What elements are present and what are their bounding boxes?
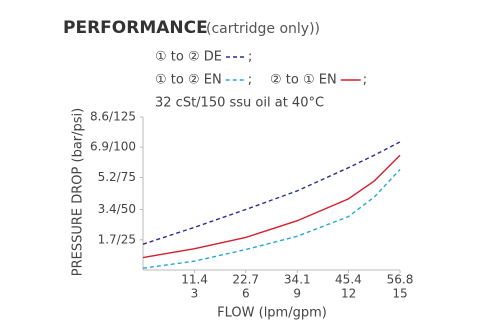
y-axis-title: PRESSURE DROP (bar/psi) [71,108,86,276]
x2-tick-label: 6 [242,287,250,301]
x2-tick-label: 12 [341,287,356,301]
x2-tick-label: 15 [392,287,407,301]
x-tick-label: 56.8 [387,273,414,287]
legend-label: ① to ② DE [155,50,222,65]
chart-subtitle: (cartridge only)) [206,21,320,37]
y-tick-label: 3.4/50 [98,202,136,216]
note: 32 cSt/150 ssu oil at 40°C [155,96,324,111]
legend-label: ② to ① EN [270,73,337,88]
series-line [142,169,401,269]
y-tick-label: 8.6/125 [90,110,136,124]
y-tick-label: 5.2/75 [98,170,136,184]
series-line [142,154,401,259]
legend-separator: ; [248,73,252,88]
x2-tick-label: 9 [293,287,301,301]
x-tick-label: 45.4 [335,273,362,287]
y-tick-label: 1.7/25 [98,232,136,246]
legend-label: ① to ② EN [155,73,222,88]
x-tick-label: 34.1 [284,273,311,287]
y-tick-label: 6.9/100 [90,140,136,154]
x-tick-label: 22.7 [232,273,259,287]
legend-separator: ; [363,73,367,88]
x-axis-title: FLOW (lpm/gpm) [217,306,327,321]
legend-separator: ; [248,50,252,65]
x-tick-label: 11.4 [181,273,208,287]
series-line [142,141,401,245]
x2-tick-label: 3 [191,287,199,301]
chart-title: PERFORMANCE [63,18,208,38]
